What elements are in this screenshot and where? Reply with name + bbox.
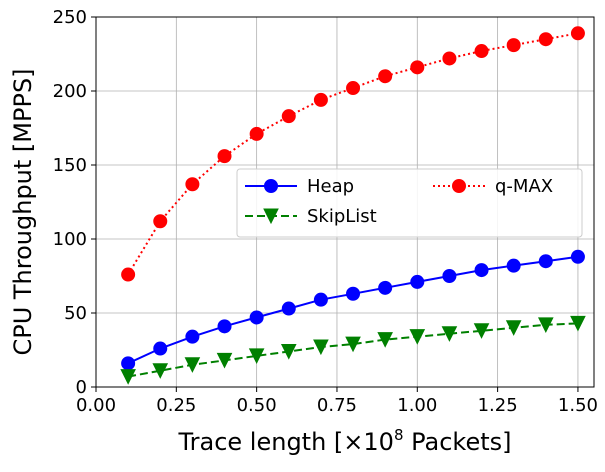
data-point-skiplist (248, 348, 265, 365)
series-skiplist (120, 315, 586, 385)
y-tick-label: 250 (53, 7, 87, 28)
data-point-skiplist (409, 329, 426, 345)
data-point-q-max (153, 214, 168, 229)
legend-marker-q-max (452, 179, 466, 193)
data-point-skiplist (184, 357, 201, 373)
x-tick-label: 0.50 (237, 395, 277, 416)
data-point-q-max (346, 81, 361, 96)
data-point-heap (378, 280, 393, 295)
x-tick-label: 1.00 (397, 395, 437, 416)
data-point-q-max (281, 109, 296, 124)
data-point-skiplist (152, 363, 169, 379)
data-point-skiplist (441, 326, 458, 342)
data-point-heap (121, 356, 136, 371)
legend-label-skiplist: SkipList (307, 206, 377, 227)
data-point-q-max (185, 177, 200, 192)
data-point-skiplist (345, 336, 361, 353)
legend-item-q-max: q-MAX (433, 176, 553, 197)
data-point-heap (570, 249, 585, 264)
ticks: 0.00 0.25 0.50 0.75 1.00 1.25 1.50 0 50 100 150 200… (53, 7, 598, 416)
legend: Heap SkipList q-MAX (236, 168, 583, 238)
plot-frame (95, 16, 595, 388)
data-point-skiplist (537, 317, 554, 333)
data-point-skiplist (216, 352, 233, 369)
data-point-q-max (249, 126, 264, 141)
x-tick-label: 1.50 (558, 395, 598, 416)
y-tick-label: 100 (53, 229, 87, 250)
x-tick-label: 0.00 (76, 395, 116, 416)
data-point-q-max (217, 149, 232, 164)
data-point-heap (506, 258, 521, 273)
legend-marker-skiplist (263, 208, 279, 225)
series-q-max (121, 26, 585, 282)
data-point-heap (153, 341, 168, 356)
y-tick-label: 50 (64, 303, 87, 324)
legend-box (236, 168, 583, 238)
series-line-q-max (127, 32, 579, 276)
data-point-skiplist (570, 315, 586, 332)
data-point-heap (442, 269, 457, 283)
data-point-skiplist (120, 369, 136, 385)
data-point-skiplist (473, 323, 490, 339)
legend-marker-heap (264, 179, 278, 193)
data-point-q-max (378, 69, 393, 84)
series-heap (121, 249, 585, 371)
y-tick-label: 0 (76, 377, 87, 398)
y-tick-label: 200 (53, 81, 87, 102)
data-point-q-max (570, 26, 585, 41)
data-point-heap (538, 254, 553, 269)
data-point-heap (474, 263, 489, 278)
series-line-skiplist (127, 322, 578, 378)
x-tick-label: 0.25 (156, 395, 196, 416)
y-axis-label: CPU Throughput [MPPS] (9, 68, 37, 355)
data-point-heap (346, 286, 361, 301)
data-point-q-max (313, 92, 328, 107)
data-point-skiplist (377, 332, 393, 348)
data-point-heap (249, 310, 264, 325)
data-point-skiplist (505, 320, 522, 336)
data-point-q-max (474, 44, 489, 59)
data-point-q-max (538, 32, 553, 47)
x-axis-label: Trace length [×108 Packets] (178, 426, 512, 456)
x-tick-label: 1.25 (478, 395, 518, 416)
legend-item-heap: Heap (245, 176, 354, 197)
legend-label-heap: Heap (307, 176, 354, 197)
data-point-heap (217, 319, 232, 334)
data-point-heap (281, 301, 296, 316)
data-point-q-max (121, 267, 136, 282)
series-layer (120, 26, 586, 385)
x-tick-label: 0.75 (317, 395, 357, 416)
data-point-q-max (506, 38, 521, 53)
y-tick-label: 150 (53, 155, 87, 176)
data-point-heap (410, 274, 425, 289)
data-point-heap (313, 292, 328, 307)
data-point-heap (185, 329, 200, 344)
legend-item-skiplist: SkipList (245, 206, 377, 227)
data-point-skiplist (313, 339, 329, 356)
data-point-q-max (442, 51, 457, 66)
data-point-q-max (410, 60, 425, 75)
data-point-skiplist (280, 343, 297, 360)
legend-label-q-max: q-MAX (495, 176, 553, 197)
